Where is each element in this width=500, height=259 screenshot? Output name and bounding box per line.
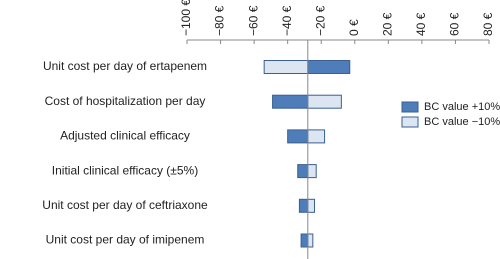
x-tick-label: 60 € xyxy=(448,12,462,36)
x-tick-label: −40 € xyxy=(280,5,294,36)
bar xyxy=(307,60,351,74)
bar xyxy=(307,129,326,144)
x-tick-label: −60 € xyxy=(246,5,260,36)
x-tick-label: −100 € xyxy=(179,0,193,36)
bar xyxy=(307,164,317,179)
x-tick-label: −20 € xyxy=(313,5,327,36)
x-tick-label: 40 € xyxy=(414,12,428,36)
legend-label: BC value −10% xyxy=(424,116,500,128)
x-tick-label: 20 € xyxy=(381,12,395,36)
bar xyxy=(287,129,309,144)
legend-label: BC value +10% xyxy=(424,101,500,113)
bar xyxy=(272,94,309,109)
x-tick-label: 0 € xyxy=(347,19,361,36)
category-label: Unit cost per day of imipenem xyxy=(46,233,205,247)
bar xyxy=(297,164,309,179)
category-label: Unit cost per day of ertapenem xyxy=(43,59,207,73)
x-tick-label: −80 € xyxy=(213,5,227,36)
category-label: Adjusted clinical efficacy xyxy=(60,129,190,143)
bar xyxy=(307,198,316,213)
bar xyxy=(307,94,342,109)
category-label: Initial clinical efficacy (±5%) xyxy=(52,163,198,177)
bar xyxy=(263,60,309,74)
legend-swatch xyxy=(401,101,419,113)
bar xyxy=(300,233,309,248)
bar xyxy=(298,198,309,213)
category-label: Cost of hospitalization per day xyxy=(45,94,206,108)
x-tick-label: 80 € xyxy=(481,12,495,36)
bar xyxy=(307,233,314,248)
category-label: Unit cost per day of ceftriaxone xyxy=(42,198,208,212)
legend-swatch xyxy=(401,116,419,128)
